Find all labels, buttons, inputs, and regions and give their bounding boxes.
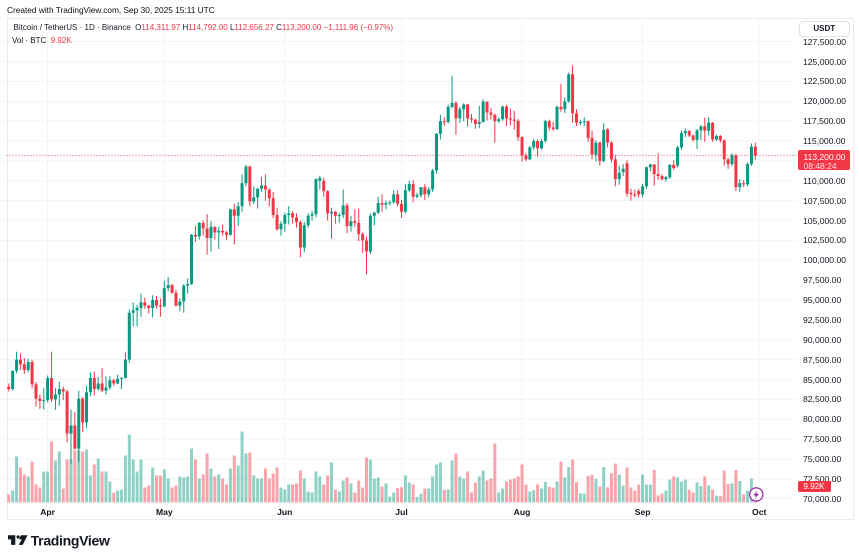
svg-text:TradingView: TradingView — [31, 532, 110, 548]
